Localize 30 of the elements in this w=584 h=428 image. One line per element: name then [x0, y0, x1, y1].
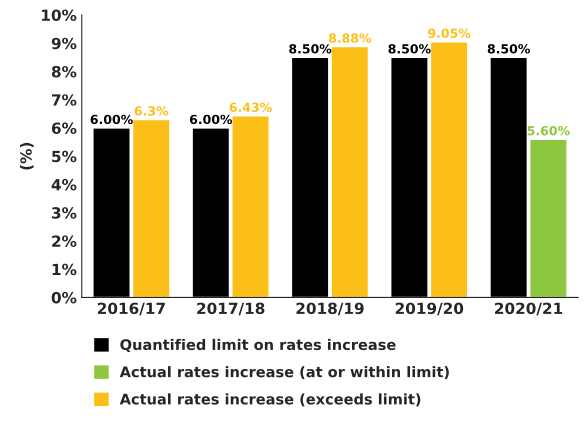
x-tick-label: 2016/17 — [98, 302, 165, 316]
data-label: 6.3% — [134, 106, 168, 116]
data-label: 8.50% — [388, 44, 431, 54]
y-tick-label: 5% — [52, 150, 76, 162]
data-label: 9.05% — [428, 28, 470, 38]
legend-label: Quantified limit on rates increase — [120, 338, 396, 352]
x-tick-label: 2018/19 — [296, 302, 364, 316]
data-label: 5.60% — [528, 126, 570, 136]
data-label: 6.00% — [190, 114, 232, 124]
x-tick-label: 2017/18 — [197, 302, 264, 316]
y-tick-label: 6% — [52, 122, 76, 134]
y-tick-label: 3% — [52, 207, 76, 219]
y-tick-label: 7% — [52, 94, 76, 106]
y-tick-label: 8% — [52, 66, 76, 78]
legend-label: Actual rates increase (at or within limit) — [120, 366, 449, 380]
y-tick-label: 9% — [52, 38, 76, 50]
x-tick-label: 2019/20 — [396, 302, 464, 316]
y-axis-title: (%) — [20, 142, 34, 170]
x-tick-label: 2020/21 — [495, 302, 562, 316]
data-label: 8.50% — [488, 44, 530, 54]
y-tick-label: 10% — [42, 9, 76, 21]
y-tick-label: 4% — [52, 178, 76, 190]
data-label: 8.50% — [289, 44, 332, 54]
y-tick-label: 0% — [52, 292, 76, 304]
data-label: 8.88% — [328, 33, 372, 43]
data-label: 6.00% — [90, 114, 133, 124]
y-tick-label: 1% — [52, 264, 76, 276]
y-tick-label: 2% — [52, 235, 76, 247]
data-label: 6.43% — [230, 102, 272, 112]
legend-label: Actual rates increase (exceeds limit) — [120, 393, 420, 406]
